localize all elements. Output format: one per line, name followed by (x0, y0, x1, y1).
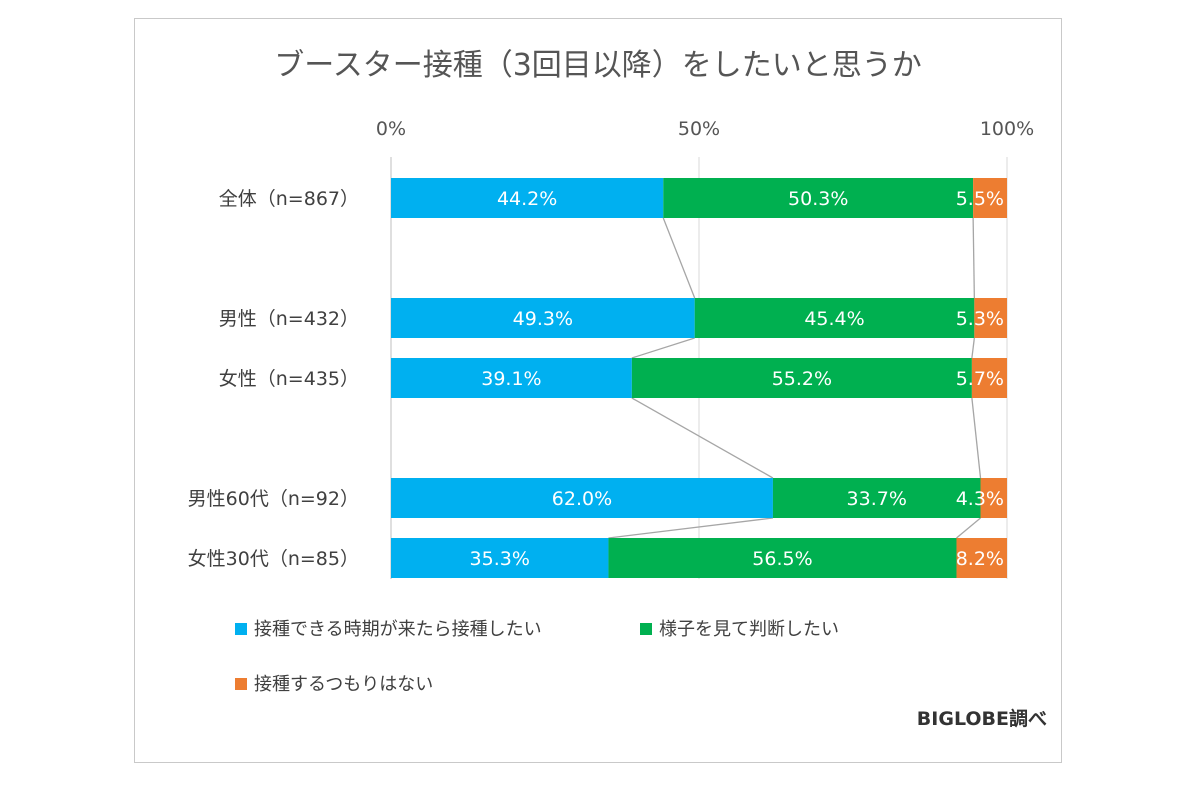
data-label: 49.3% (513, 308, 573, 330)
x-tick-label: 0% (376, 118, 406, 140)
x-tick-label: 100% (980, 118, 1034, 140)
series-line (956, 517, 981, 539)
data-label: 45.4% (804, 308, 864, 330)
bar-segment (391, 358, 632, 398)
category-label: 全体（n=867） (219, 188, 359, 210)
credit-text: BIGLOBE調べ (917, 707, 1047, 730)
data-label: 5.3% (956, 308, 1004, 330)
data-label: 62.0% (552, 488, 612, 510)
legend-swatch (640, 623, 652, 635)
series-line (971, 337, 975, 359)
series-line (631, 397, 774, 479)
data-label: 4.3% (956, 488, 1004, 510)
data-label: 44.2% (497, 188, 557, 210)
bar-segment (391, 478, 773, 518)
label-layer: 全体（n=867） 44.2% 50.3% 5.5% 男性（n=432） 49.3% 45.… (188, 188, 1004, 570)
data-label: 39.1% (481, 368, 541, 390)
series-line (662, 217, 696, 299)
series-line (631, 337, 695, 359)
series-line (971, 397, 982, 479)
bar-segment (391, 178, 664, 218)
category-label: 女性30代（n=85） (188, 548, 359, 570)
data-label: 8.2% (956, 548, 1004, 570)
bar-segment (973, 178, 1007, 218)
bar-segment (663, 178, 974, 218)
data-label: 5.5% (956, 188, 1004, 210)
category-label: 男性60代（n=92） (188, 488, 359, 510)
data-label: 33.7% (847, 488, 907, 510)
stacked-bar-chart: ブースター接種（3回目以降）をしたいと思うか 0% 50% 100% 全体（n=86… (188, 48, 1047, 730)
bar-segment (694, 298, 975, 338)
chart-title: ブースター接種（3回目以降）をしたいと思うか (274, 48, 922, 83)
legend-label: 様子を見て判断したい (659, 619, 839, 640)
bar-segment (772, 478, 981, 518)
bar-segment (608, 538, 957, 578)
chart-frame: ブースター接種（3回目以降）をしたいと思うか 0% 50% 100% 全体（n=86… (134, 18, 1062, 763)
x-tick-label: 50% (678, 118, 720, 140)
series-line (608, 517, 773, 539)
bar-segment (956, 538, 1007, 578)
series-lines (608, 217, 982, 539)
data-label: 55.2% (772, 368, 832, 390)
data-label: 5.7% (956, 368, 1004, 390)
bar-segment (631, 358, 972, 398)
legend-swatch (235, 678, 247, 690)
legend-label: 接種するつもりはない (254, 674, 433, 695)
bar-segment (391, 298, 695, 338)
data-label: 56.5% (752, 548, 812, 570)
legend-label: 接種できる時期が来たら接種したい (254, 619, 542, 640)
bar-segment (391, 538, 609, 578)
bar-segment (980, 478, 1007, 518)
data-label: 35.3% (470, 548, 530, 570)
series-line (972, 217, 976, 299)
category-label: 男性（n=432） (219, 308, 359, 330)
category-label: 女性（n=435） (219, 368, 359, 390)
bar-segment (974, 298, 1007, 338)
data-label: 50.3% (788, 188, 848, 210)
legend-swatch (235, 623, 247, 635)
bar-segment (971, 358, 1007, 398)
bar-layer (391, 178, 1007, 578)
